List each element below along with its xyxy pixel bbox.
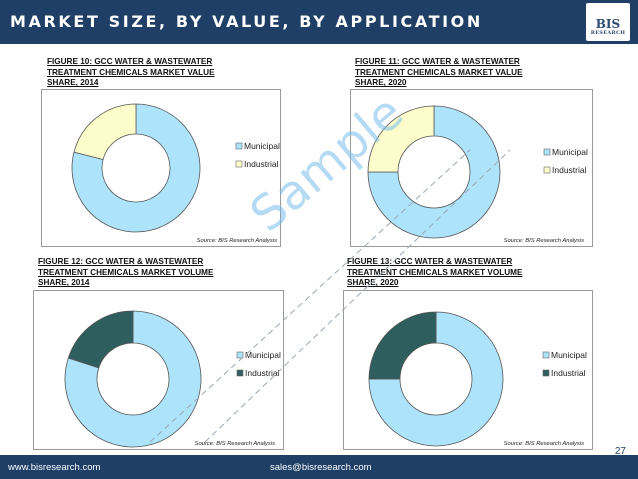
figure-10-source: Source: BIS Research Analysis — [196, 238, 277, 244]
figure-13-source: Source: BIS Research Analysis — [503, 441, 584, 447]
legend-label-municipal: Municipal — [552, 147, 588, 157]
figure-11-title-line-2: TREATMENT CHEMICALS MARKET VALUE — [355, 67, 523, 77]
figure-12-title-line-3: SHARE, 2014 — [38, 278, 90, 287]
legend-swatch-municipal — [235, 142, 243, 150]
legend-label-municipal: Municipal — [551, 350, 587, 360]
legend-swatch-municipal — [236, 351, 244, 359]
figure-12-chart-panel: Municipal Industrial Source: BIS Research… — [33, 290, 284, 450]
legend-swatch-industrial — [543, 166, 551, 174]
figure-11-title: FIGURE 11: GCC WATER & WASTEWATER TREATM… — [355, 57, 523, 89]
figure-10-title: FIGURE 10: GCC WATER & WASTEWATER TREATM… — [47, 57, 215, 89]
legend-label-municipal: Municipal — [245, 350, 281, 360]
slice-industrial — [368, 311, 437, 380]
figure-13-title-line-2: TREATMENT CHEMICALS MARKET VOLUME — [347, 267, 523, 277]
figure-13-title: FIGURE 13: GCC WATER & WASTEWATER TREATM… — [347, 257, 522, 289]
logo-sub-text: RESEARCH — [590, 30, 626, 36]
figure-11-title-line-1: FIGURE 11: GCC WATER & WASTEWATER — [355, 57, 520, 66]
page-title: MARKET SIZE, BY VALUE, BY APPLICATION — [10, 12, 483, 31]
legend-swatch-industrial — [542, 369, 550, 377]
header-bar: MARKET SIZE, BY VALUE, BY APPLICATION BI… — [0, 0, 638, 44]
figure-12-source: Source: BIS Research Analysis — [194, 441, 275, 447]
legend-swatch-industrial — [236, 369, 244, 377]
figure-11-title-line-3: SHARE, 2020 — [355, 78, 407, 87]
bis-research-logo: BIS RESEARCH — [586, 3, 630, 41]
logo-main-text: BIS — [595, 17, 621, 31]
donut-chart-2: Municipal Industrial — [64, 310, 281, 448]
legend-label-industrial: Industrial — [244, 159, 279, 169]
figure-12-title-line-2: TREATMENT CHEMICALS MARKET VOLUME — [38, 267, 214, 277]
legend-label-industrial: Industrial — [245, 368, 280, 378]
figure-10-title-line-2: TREATMENT CHEMICALS MARKET VALUE — [47, 67, 215, 77]
legend-label-industrial: Industrial — [551, 368, 586, 378]
legend-label-industrial: Industrial — [552, 165, 587, 175]
footer-website-link[interactable]: www.bisresearch.com — [8, 462, 101, 473]
legend-swatch-municipal — [543, 148, 551, 156]
legend-swatch-municipal — [542, 351, 550, 359]
figure-10-title-line-3: SHARE, 2014 — [47, 78, 99, 87]
figure-10-title-line-1: FIGURE 10: GCC WATER & WASTEWATER — [47, 57, 213, 66]
figure-12-title-line-1: FIGURE 12: GCC WATER & WASTEWATER — [38, 257, 204, 266]
figure-13-title-line-1: FIGURE 13: GCC WATER & WASTEWATER — [347, 257, 513, 266]
slice-industrial — [73, 103, 137, 161]
footer-bar — [0, 455, 638, 479]
slice-industrial — [67, 310, 134, 369]
figure-13-title-line-3: SHARE, 2020 — [347, 278, 399, 287]
figure-13-chart-panel: Municipal Industrial Source: BIS Research… — [343, 290, 593, 450]
legend-label-municipal: Municipal — [244, 141, 280, 151]
page-number: 27 — [614, 446, 626, 457]
figure-12-title: FIGURE 12: GCC WATER & WASTEWATER TREATM… — [38, 257, 213, 289]
figure-11-source: Source: BIS Research Analysis — [503, 238, 584, 244]
donut-chart-0: Municipal Industrial — [71, 103, 280, 233]
legend-swatch-industrial — [235, 160, 243, 168]
footer-email-link[interactable]: sales@bisresearch.com — [270, 462, 372, 473]
figure-10-chart-panel: Municipal Industrial Source: BIS Research… — [41, 89, 281, 247]
donut-chart-3: Municipal Industrial — [368, 311, 587, 447]
